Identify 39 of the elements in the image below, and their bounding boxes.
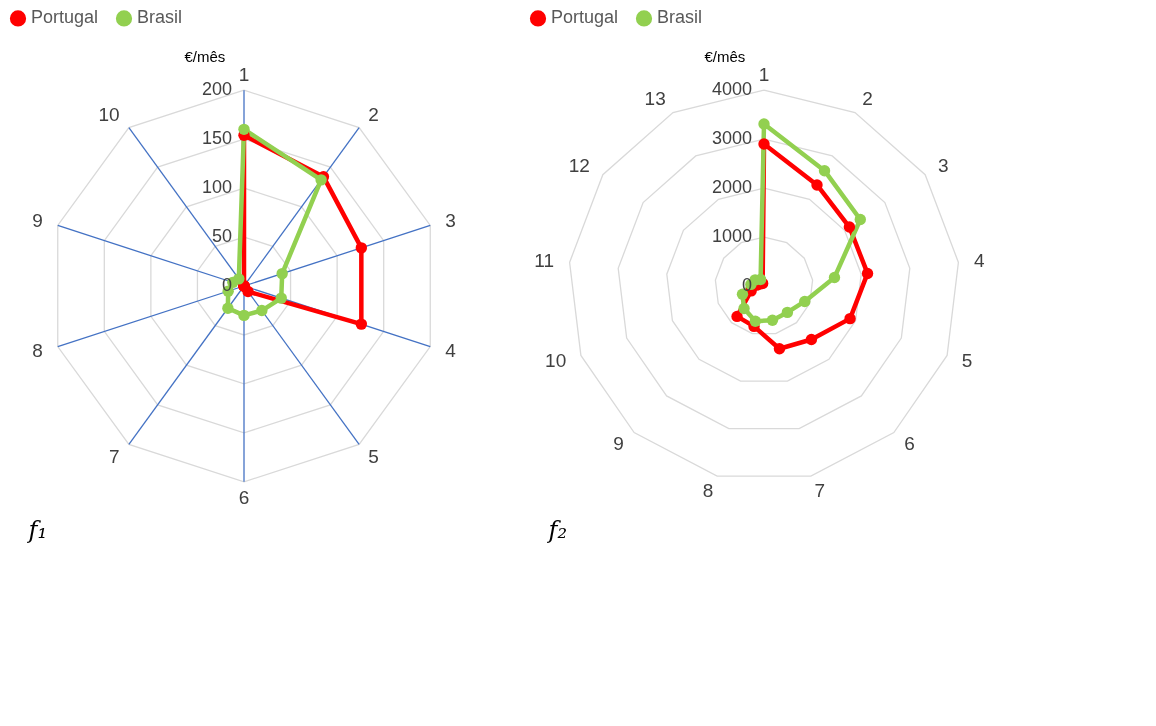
legend-label: Brasil [137, 7, 183, 28]
spoke-label: 11 [534, 249, 555, 271]
spoke-label: 4 [973, 249, 985, 271]
spoke-label: 1 [238, 63, 250, 85]
text: f₁ [26, 515, 48, 544]
spoke-label: 10 [98, 103, 120, 125]
spoke-label: 4 [445, 340, 457, 362]
legend-label: Portugal [31, 7, 99, 28]
spoke-label: 1 [758, 63, 770, 85]
spoke-label: 12 [568, 154, 590, 176]
spoke-label: 9 [613, 433, 624, 455]
y-tick-label: 200 [201, 79, 232, 100]
spoke-label: 10 [545, 350, 567, 371]
text: €/mês [184, 47, 226, 65]
y-tick-label: 100 [201, 177, 232, 198]
spoke-label: 6 [238, 486, 250, 508]
spoke-label: 8 [702, 480, 714, 502]
spoke-label: 13 [644, 87, 666, 109]
spoke-label: 3 [938, 154, 949, 176]
y-tick-label: 50 [211, 226, 232, 247]
spoke-label: 5 [961, 350, 973, 371]
y-tick-label: 1000 [711, 226, 752, 247]
y-tick-label: 4000 [711, 79, 752, 100]
spoke-label: 9 [32, 209, 43, 231]
y-tick-label: 3000 [711, 128, 752, 149]
legend-label: Brasil [657, 7, 703, 28]
spoke-label: 3 [445, 209, 456, 231]
spoke-label: 2 [368, 103, 379, 125]
y-tick-label: 2000 [711, 177, 752, 198]
text: €/mês [704, 47, 746, 65]
text: f₂ [546, 515, 568, 544]
spoke-label: 5 [368, 446, 379, 468]
spoke-label: 7 [109, 446, 120, 468]
spoke-label: 2 [862, 87, 873, 109]
spoke-label: 6 [904, 433, 915, 455]
spoke-label: 7 [814, 480, 826, 502]
legend-label: Portugal [551, 7, 619, 28]
spoke-label: 8 [32, 340, 43, 362]
y-tick-label: 150 [201, 128, 232, 149]
